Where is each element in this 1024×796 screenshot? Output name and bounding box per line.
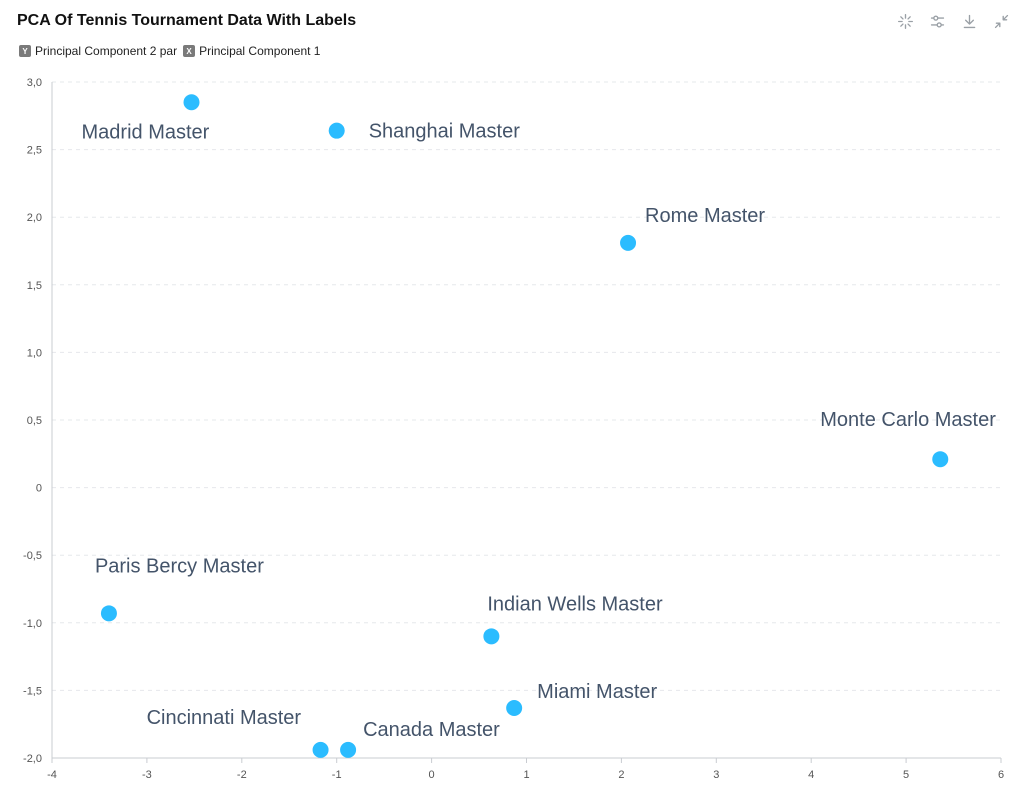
x-tick-label: -2	[237, 769, 247, 781]
data-point-label: Paris Bercy Master	[95, 555, 264, 577]
data-point-label: Miami Master	[537, 681, 657, 703]
y-tick-label: 0,5	[27, 415, 42, 427]
y-tick-label: -2,0	[23, 753, 42, 765]
x-tick-label: 3	[713, 769, 719, 781]
chart-header: PCA Of Tennis Tournament Data With Label…	[17, 10, 1012, 34]
x-tick-label: 0	[429, 769, 435, 781]
y-tick-label: 0	[36, 483, 42, 495]
y-tick-label: 1,5	[27, 280, 42, 292]
select-tool-icon	[897, 13, 913, 29]
data-point-label: Indian Wells Master	[487, 593, 663, 615]
y-axis-key: Y	[19, 45, 31, 57]
chart-title: PCA Of Tennis Tournament Data With Label…	[17, 12, 357, 29]
data-point	[183, 94, 200, 111]
data-point	[932, 451, 949, 468]
axis-legend: Y Principal Component 2 par X Principal …	[19, 44, 326, 58]
data-point	[483, 628, 500, 645]
data-point	[620, 234, 637, 251]
download-button[interactable]	[958, 10, 980, 32]
x-tick-label: 1	[523, 769, 529, 781]
x-tick-label: -3	[142, 769, 152, 781]
data-point	[328, 122, 345, 139]
x-tick-label: 4	[808, 769, 814, 781]
x-tick-label: 6	[998, 769, 1004, 781]
y-tick-label: -1,5	[23, 685, 42, 697]
select-tool-button[interactable]	[894, 10, 916, 32]
settings-sliders-icon	[930, 14, 944, 28]
x-axis-key: X	[183, 45, 196, 57]
data-point	[100, 605, 117, 622]
data-point-label: Madrid Master	[82, 121, 210, 143]
y-axis-legend-label: Principal Component 2 par	[35, 44, 178, 58]
x-axis-legend-label: Principal Component 1	[199, 44, 321, 58]
y-tick-label: 2,0	[27, 212, 42, 224]
y-tick-label: -1,0	[23, 618, 42, 630]
x-tick-label: -1	[332, 769, 342, 781]
data-point-label: Rome Master	[645, 205, 765, 227]
y-tick-label: 3,0	[27, 77, 42, 89]
data-point-label: Cincinnati Master	[147, 707, 302, 729]
y-tick-label: -0,5	[23, 550, 42, 562]
x-axis-legend-item[interactable]: X Principal Component 1	[183, 44, 320, 58]
x-tick-label: 5	[903, 769, 909, 781]
collapse-icon	[994, 14, 1008, 28]
y-tick-label: 2,5	[27, 145, 42, 157]
download-icon	[963, 14, 975, 28]
y-tick-label: 1,0	[27, 347, 42, 359]
chart-toolbar	[894, 10, 1012, 32]
x-tick-label: 2	[618, 769, 624, 781]
settings-button[interactable]	[926, 10, 948, 32]
data-point	[506, 699, 523, 716]
data-point-label: Shanghai Master	[369, 121, 521, 143]
collapse-button[interactable]	[990, 10, 1012, 32]
data-point-label: Canada Master	[363, 719, 500, 741]
x-tick-label: -4	[47, 769, 57, 781]
data-point	[312, 741, 329, 758]
y-axis-legend-item[interactable]: Y Principal Component 2 par	[19, 44, 177, 58]
data-point-label: Monte Carlo Master	[820, 409, 996, 431]
data-point	[340, 741, 357, 758]
